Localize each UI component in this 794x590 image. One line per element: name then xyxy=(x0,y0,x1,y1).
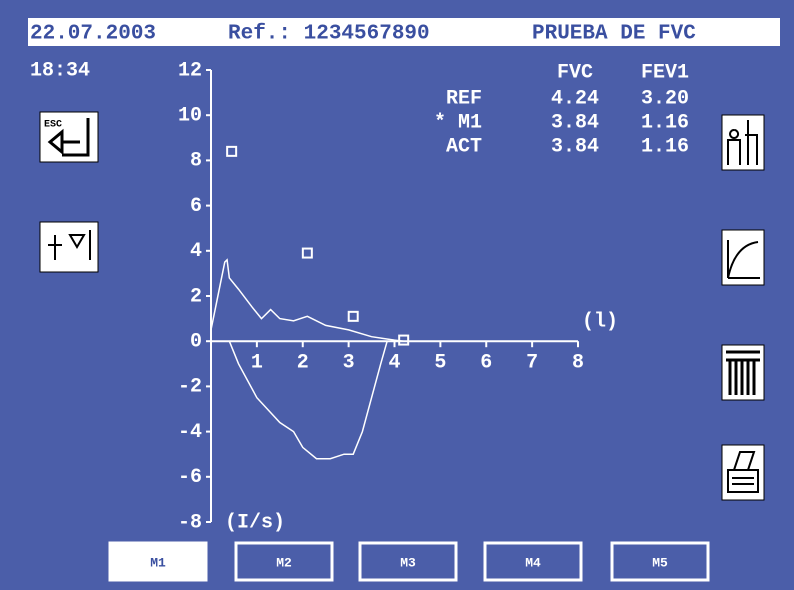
y-tick-label: 10 xyxy=(178,104,202,127)
fev1-value: 1.16 xyxy=(641,135,689,158)
x-tick-label: 7 xyxy=(526,351,538,374)
y-tick-label: 2 xyxy=(190,285,202,308)
patient-icon[interactable] xyxy=(39,221,99,273)
x-axis-label: (l) xyxy=(582,310,618,333)
mode-button[interactable]: M5 xyxy=(610,541,710,582)
x-tick-label: 2 xyxy=(297,351,309,374)
table-header: FEV1 xyxy=(641,61,689,84)
button-face xyxy=(483,541,583,582)
header-date: 22.07.2003 xyxy=(30,23,156,46)
x-tick-label: 1 xyxy=(251,351,263,374)
mode-button[interactable]: M3 xyxy=(358,541,458,582)
operator-icon[interactable] xyxy=(721,114,765,171)
flow-volume-curve xyxy=(210,258,404,342)
fvc-value: 3.84 xyxy=(551,111,599,134)
x-tick-label: 3 xyxy=(343,351,355,374)
x-tick-label: 4 xyxy=(388,351,400,374)
y-tick-label: -8 xyxy=(178,511,202,534)
button-label: M2 xyxy=(276,555,292,570)
table-header: FVC xyxy=(557,61,593,84)
esc-label: ESC xyxy=(44,120,62,131)
mode-button[interactable]: M2 xyxy=(234,541,334,582)
y-tick-label: -2 xyxy=(178,376,202,399)
fvc-value: 3.84 xyxy=(551,135,599,158)
y-tick-label: -6 xyxy=(178,466,202,489)
button-face xyxy=(234,541,334,582)
esc-icon[interactable]: ESC xyxy=(39,111,99,163)
predicted-marker xyxy=(226,145,238,157)
mode-button[interactable]: M4 xyxy=(483,541,583,582)
x-tick-label: 5 xyxy=(434,351,446,374)
y-axis-label: (I/s) xyxy=(225,511,285,534)
y-tick-label: 8 xyxy=(190,150,202,173)
fev1-value: 1.16 xyxy=(641,111,689,134)
header-title: PRUEBA DE FVC xyxy=(532,23,696,46)
button-label: M1 xyxy=(150,555,166,570)
row-label: * M1 xyxy=(434,111,482,134)
x-tick-label: 8 xyxy=(572,351,584,374)
predicted-marker xyxy=(301,247,313,259)
button-face xyxy=(358,541,458,582)
row-label: REF xyxy=(446,87,482,110)
print-icon[interactable] xyxy=(721,444,765,501)
predicted-marker xyxy=(347,310,359,322)
fev1-value: 3.20 xyxy=(641,87,689,110)
button-label: M3 xyxy=(400,555,416,570)
x-tick-label: 6 xyxy=(480,351,492,374)
curve-icon[interactable] xyxy=(721,229,765,286)
table-icon[interactable] xyxy=(721,344,765,401)
time: 18:34 xyxy=(30,59,90,82)
button-face xyxy=(108,541,208,582)
flow-volume-curve xyxy=(228,340,388,460)
fvc-value: 4.24 xyxy=(551,87,599,110)
row-label: ACT xyxy=(446,135,482,158)
y-tick-label: -4 xyxy=(178,421,202,444)
y-tick-label: 12 xyxy=(178,59,202,82)
button-label: M4 xyxy=(525,555,541,570)
button-label: M5 xyxy=(652,555,668,570)
y-tick-label: 6 xyxy=(190,195,202,218)
header-bar xyxy=(28,18,780,46)
y-tick-label: 4 xyxy=(190,240,202,263)
button-face xyxy=(610,541,710,582)
header-ref: Ref.: 1234567890 xyxy=(228,23,430,46)
mode-button[interactable]: M1 xyxy=(108,541,208,582)
y-tick-label: 0 xyxy=(190,330,202,353)
predicted-marker xyxy=(398,334,410,346)
